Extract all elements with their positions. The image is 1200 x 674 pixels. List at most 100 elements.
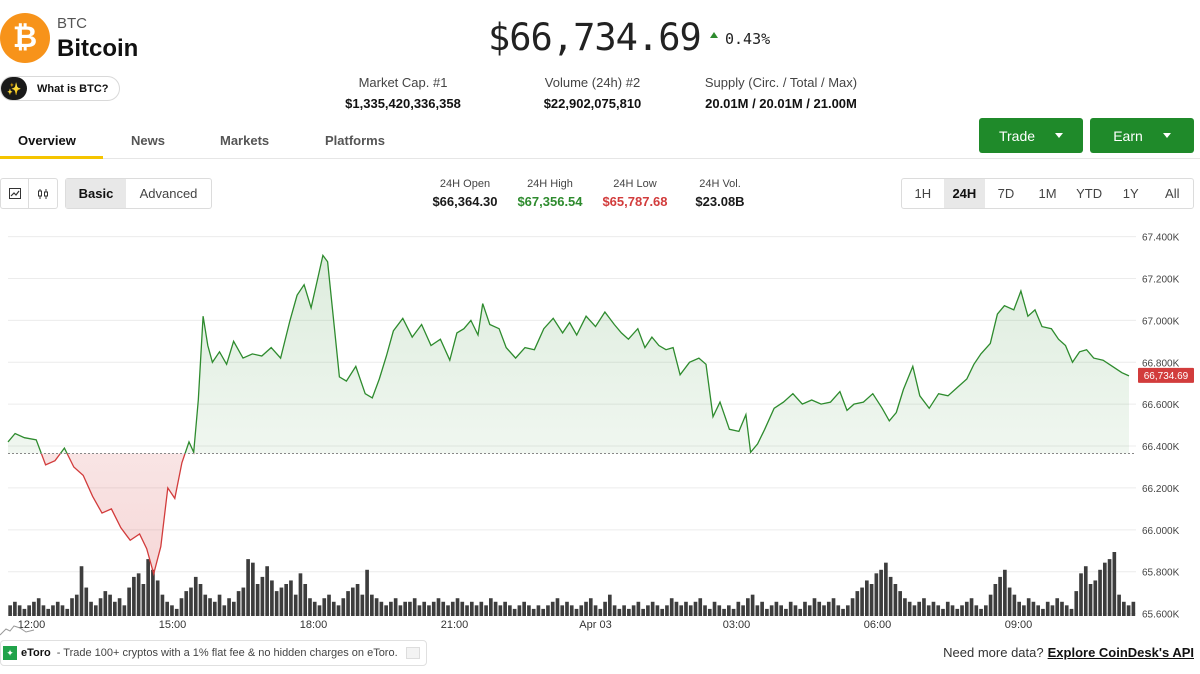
line-chart-icon[interactable] xyxy=(1,179,30,208)
range-all[interactable]: All xyxy=(1165,186,1180,201)
volume-bar xyxy=(55,601,60,616)
volume-bar xyxy=(293,594,298,616)
volume-bar xyxy=(931,601,936,616)
volume-bar xyxy=(1083,566,1088,616)
volume-bar xyxy=(955,608,960,616)
volume-bar xyxy=(593,605,598,616)
candlestick-chart-icon[interactable] xyxy=(29,179,57,208)
x-tick-label: 09:00 xyxy=(1005,619,1033,631)
volume-bar xyxy=(36,598,41,616)
range-7d[interactable]: 7D xyxy=(997,186,1015,201)
range-1y[interactable]: 1Y xyxy=(1122,186,1139,201)
volume-value: $22,902,075,810 xyxy=(543,96,642,111)
volume-bar xyxy=(179,598,184,616)
market-cap-stat: Market Cap. #1 $1,335,420,336,358 xyxy=(338,75,468,111)
trade-button[interactable]: Trade xyxy=(979,118,1083,153)
high-value: $67,356.54 xyxy=(517,194,583,209)
price-area-down xyxy=(41,453,186,574)
volume-bar xyxy=(822,605,826,616)
advanced-mode-button[interactable]: Advanced xyxy=(139,186,198,201)
chevron-down-icon xyxy=(1162,133,1171,138)
volume-bar xyxy=(236,591,241,616)
what-is-btc-button[interactable]: ✨ What is BTC? xyxy=(0,76,120,101)
volume-bar xyxy=(760,601,764,616)
volume-bar xyxy=(1012,594,1017,616)
volume-bar xyxy=(964,601,969,616)
volume-bar xyxy=(203,594,208,616)
volume-bar xyxy=(489,598,493,616)
volume-bar xyxy=(522,601,526,616)
volume-bar xyxy=(860,587,864,616)
volume-bar xyxy=(655,605,660,616)
volume-bar xyxy=(208,598,212,616)
volume-bar xyxy=(170,605,174,616)
explore-api-link[interactable]: Explore CoinDesk's API xyxy=(1047,645,1194,660)
tab-news[interactable]: News xyxy=(131,133,165,148)
volume-bar xyxy=(512,608,517,616)
range-1h[interactable]: 1H xyxy=(914,186,932,201)
volume-bar xyxy=(736,601,741,616)
volume-bar xyxy=(265,566,269,616)
volume-bar xyxy=(1117,594,1121,616)
volume-bar xyxy=(712,601,717,616)
y-tick-label: 66.800K xyxy=(1142,358,1180,369)
volume-label: Volume (24h) #2 xyxy=(544,75,641,90)
volume-bar xyxy=(688,605,693,616)
volume-bar xyxy=(108,594,112,616)
volume-bar xyxy=(412,598,417,616)
sponsor-banner[interactable]: ✦ eToro - Trade 100+ cryptos with a 1% f… xyxy=(0,640,427,666)
volume-bar xyxy=(569,605,574,616)
y-tick-label: 67.200K xyxy=(1142,274,1180,285)
volume-bar xyxy=(465,605,469,616)
range-1m[interactable]: 1M xyxy=(1038,186,1057,201)
volume-bar xyxy=(113,601,117,616)
volume-bar xyxy=(903,598,907,616)
volume-bar xyxy=(227,598,231,616)
volume-bar xyxy=(793,605,798,616)
range-24h[interactable]: 24H xyxy=(943,179,986,208)
sponsor-text: - Trade 100+ cryptos with a 1% flat fee … xyxy=(56,647,398,659)
volume-bar xyxy=(1031,601,1036,616)
coin-name: Bitcoin xyxy=(57,35,139,62)
volume-bar xyxy=(1098,569,1102,616)
vol-value: $23.08B xyxy=(695,194,745,209)
y-tick-label: 66.400K xyxy=(1142,442,1180,453)
volume-bar xyxy=(460,601,465,616)
price-chart[interactable]: 65.600K 65.800K 66.000K 66.200K 66.400K 66.60… xyxy=(0,218,1200,636)
volume-bar xyxy=(151,569,155,616)
volume-bar xyxy=(27,605,31,616)
volume-bar xyxy=(584,601,588,616)
volume-bar xyxy=(950,605,955,616)
volume-bar xyxy=(479,601,484,616)
volume-bar xyxy=(1045,601,1050,616)
volume-bar xyxy=(784,608,788,616)
volume-bar xyxy=(665,605,669,616)
volume-bar xyxy=(474,605,479,616)
volume-bar xyxy=(417,605,422,616)
volume-bar xyxy=(579,605,584,616)
volume-bar xyxy=(669,598,674,616)
volume-bar xyxy=(746,598,750,616)
volume-bar xyxy=(389,601,393,616)
volume-bar xyxy=(255,584,260,616)
volume-bar xyxy=(865,580,869,616)
tab-platforms[interactable]: Platforms xyxy=(325,133,385,148)
volume-bar xyxy=(841,608,845,616)
volume-bar xyxy=(365,569,369,616)
tabs-divider xyxy=(0,158,1200,159)
basic-mode-button[interactable]: Basic xyxy=(66,179,126,208)
y-tick-label: 67.400K xyxy=(1142,233,1180,244)
volume-bar xyxy=(741,605,745,616)
volume-bar xyxy=(983,605,988,616)
chart-mode-toggle: Basic Advanced xyxy=(65,178,212,209)
volume-bar xyxy=(679,605,684,616)
tab-markets[interactable]: Markets xyxy=(220,133,270,148)
volume-bar xyxy=(779,605,783,616)
volume-bar xyxy=(503,601,507,616)
earn-button[interactable]: Earn xyxy=(1090,118,1194,153)
tab-overview[interactable]: Overview xyxy=(18,133,76,148)
volume-bar xyxy=(450,601,455,616)
range-ytd[interactable]: YTD xyxy=(1076,186,1103,201)
volume-bar xyxy=(1131,601,1136,616)
volume-bar xyxy=(431,601,436,616)
